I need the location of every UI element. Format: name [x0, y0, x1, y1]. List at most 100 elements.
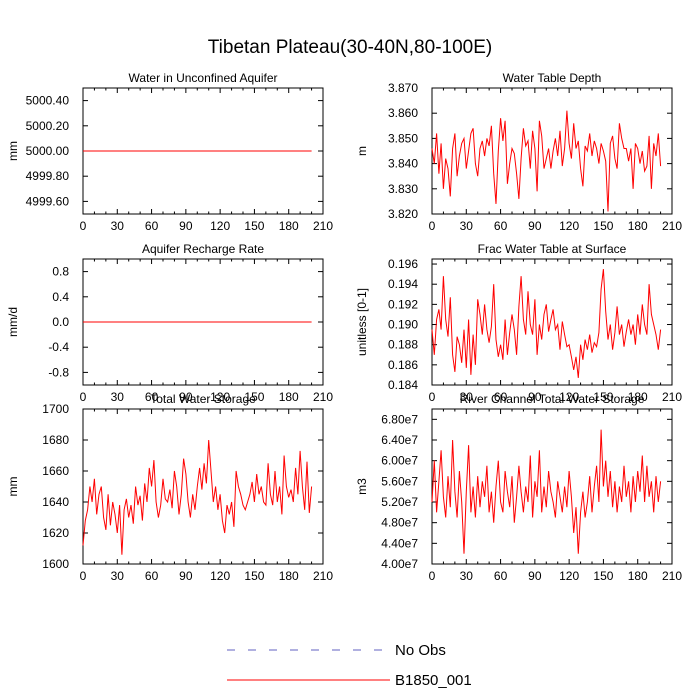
x-tick-label: 120 [559, 219, 579, 233]
plot-frame [431, 87, 673, 215]
x-tick-label: 30 [460, 390, 474, 404]
x-tick-label: 0 [80, 390, 87, 404]
y-tick-label: 0.8 [52, 265, 69, 279]
y-tick-label: 0.196 [388, 257, 418, 271]
x-tick-label: 60 [494, 569, 508, 583]
y-tick-label: 1600 [42, 557, 69, 571]
figure-title: Tibetan Plateau(30-40N,80-100E) [208, 37, 492, 58]
x-tick-label: 30 [111, 219, 125, 233]
series-line [431, 429, 662, 554]
x-tick-label: 0 [429, 390, 436, 404]
y-axis-label: mm/d [6, 307, 20, 337]
y-tick-label: 0.4 [52, 290, 69, 304]
y-axis-label: m [355, 146, 369, 156]
x-tick-label: 30 [460, 569, 474, 583]
y-tick-label: 4.40e7 [381, 536, 418, 550]
y-tick-label: 1680 [42, 433, 69, 447]
y-tick-label: 1640 [42, 495, 69, 509]
x-tick-label: 150 [244, 219, 264, 233]
y-axis-label: mm [6, 141, 20, 161]
y-tick-label: 3.830 [388, 182, 418, 196]
x-tick-label: 120 [210, 219, 230, 233]
x-tick-label: 210 [313, 390, 333, 404]
y-tick-label: 3.870 [388, 81, 418, 95]
y-tick-label: 4999.60 [26, 194, 70, 208]
x-tick-label: 210 [662, 219, 682, 233]
chart-panels: Water in Unconfined Aquifer mm 0 30 60 90 120 1… [6, 71, 682, 583]
x-tick-label: 90 [179, 569, 193, 583]
x-tick-label: 150 [244, 569, 264, 583]
x-tick-label: 60 [494, 390, 508, 404]
y-tick-label: 5000.40 [26, 94, 70, 108]
series-line [431, 110, 662, 212]
x-tick-label: 180 [279, 569, 299, 583]
panel-title: Water in Unconfined Aquifer [129, 71, 278, 85]
y-tick-label: 0.0 [52, 315, 69, 329]
y-tick-label: 4999.80 [26, 169, 70, 183]
panel-title: Total Water Storage [150, 392, 256, 406]
y-tick-label: 5.20e7 [381, 495, 418, 509]
chart-panel: Total Water Storage mm 0 30 60 90 120 150 180 210… [6, 392, 333, 583]
plot-frame [82, 408, 324, 565]
y-tick-label: 0.190 [388, 318, 418, 332]
chart-panel: River Channel Total Water Storage m3 0 30 60… [355, 392, 682, 583]
x-tick-label: 30 [111, 569, 125, 583]
x-tick-label: 60 [145, 569, 159, 583]
x-tick-label: 210 [313, 569, 333, 583]
x-tick-label: 150 [593, 569, 613, 583]
y-axis-label: m3 [355, 478, 369, 495]
panel-title: Aquifer Recharge Rate [142, 242, 264, 256]
chart-panel: Water Table Depth m 0 30 60 90 120 150 180 210 3.8… [355, 71, 682, 233]
chart-panel: Aquifer Recharge Rate mm/d 0 30 60 90 120 150 18… [6, 242, 333, 404]
x-tick-label: 180 [628, 569, 648, 583]
y-tick-label: 1700 [42, 402, 69, 416]
x-tick-label: 90 [528, 569, 542, 583]
y-tick-label: 3.820 [388, 207, 418, 221]
x-tick-label: 90 [528, 390, 542, 404]
y-tick-label: 0.192 [388, 297, 418, 311]
series-line [431, 269, 662, 378]
x-tick-label: 210 [313, 219, 333, 233]
x-tick-label: 0 [80, 219, 87, 233]
x-tick-label: 150 [244, 390, 264, 404]
plot-frame [431, 408, 673, 565]
y-tick-label: 5000.20 [26, 119, 70, 133]
legend: No Obs B1850_001 [227, 642, 472, 689]
x-tick-label: 120 [210, 390, 230, 404]
x-tick-label: 60 [145, 390, 159, 404]
x-tick-label: 210 [662, 390, 682, 404]
y-tick-label: 0.184 [388, 378, 418, 392]
y-tick-label: 3.860 [388, 106, 418, 120]
y-tick-label: 1660 [42, 464, 69, 478]
panel-title: Frac Water Table at Surface [478, 242, 627, 256]
panel-title: River Channel Total Water Storage [460, 392, 645, 406]
y-tick-label: 4.00e7 [381, 557, 418, 571]
series-line [82, 439, 313, 555]
y-axis-label: mm [6, 477, 20, 497]
x-tick-label: 180 [279, 390, 299, 404]
y-tick-label: 6.80e7 [381, 412, 418, 426]
y-tick-label: 5.60e7 [381, 474, 418, 488]
x-tick-label: 150 [593, 219, 613, 233]
y-tick-label: 0.194 [388, 277, 418, 291]
x-tick-label: 60 [494, 219, 508, 233]
y-tick-label: 3.840 [388, 157, 418, 171]
y-tick-label: 6.40e7 [381, 433, 418, 447]
legend-label: B1850_001 [395, 672, 472, 689]
x-tick-label: 120 [210, 569, 230, 583]
y-tick-label: 3.850 [388, 131, 418, 145]
x-tick-label: 60 [145, 219, 159, 233]
y-tick-label: -0.8 [48, 365, 69, 379]
x-tick-label: 120 [559, 390, 579, 404]
y-tick-label: 5000.00 [26, 144, 70, 158]
y-tick-label: 0.188 [388, 338, 418, 352]
x-tick-label: 90 [179, 219, 193, 233]
y-tick-label: -0.4 [48, 340, 69, 354]
plot-frame [431, 258, 673, 386]
x-tick-label: 180 [628, 390, 648, 404]
x-tick-label: 30 [111, 390, 125, 404]
x-tick-label: 150 [593, 390, 613, 404]
x-tick-label: 90 [528, 219, 542, 233]
chart-panel: Frac Water Table at Surface unitless [0-1… [355, 242, 682, 404]
